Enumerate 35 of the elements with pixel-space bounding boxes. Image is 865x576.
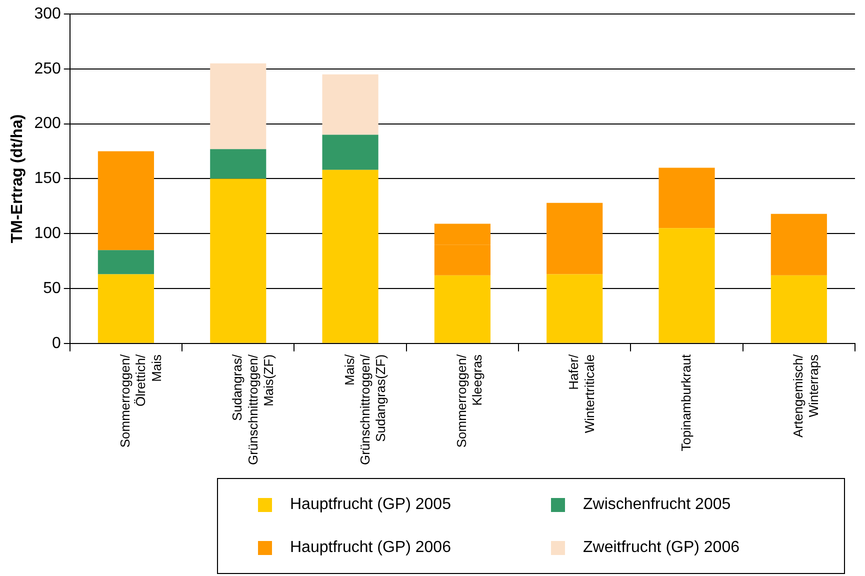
bar bbox=[322, 74, 378, 135]
x-tick-label: Topinamburkraut bbox=[678, 354, 694, 452]
legend-label: Zwischenfrucht 2005 bbox=[583, 496, 731, 514]
bar bbox=[658, 228, 715, 343]
x-tick-label: Mais/ Grünschnittroggen/ Sudangras(ZF) bbox=[342, 354, 388, 466]
legend-label: Hauptfrucht (GP) 2005 bbox=[290, 496, 451, 514]
y-tick-label: 150 bbox=[34, 170, 61, 188]
y-tick-label: 100 bbox=[34, 225, 61, 242]
y-tick-label: 0 bbox=[52, 334, 61, 352]
legend-label: Zweitfrucht (GP) 2006 bbox=[583, 538, 740, 556]
x-tick-label: Sommerroggen/ Kleegras bbox=[454, 354, 485, 448]
bar bbox=[546, 202, 603, 274]
bar bbox=[546, 274, 603, 343]
bar bbox=[658, 168, 715, 228]
bar bbox=[434, 275, 490, 343]
y-tick-label: 200 bbox=[34, 115, 61, 132]
bar bbox=[98, 151, 154, 250]
x-tick-label: Sommerroggen/ Ölrettich/ Mais bbox=[118, 354, 164, 448]
bar bbox=[210, 63, 266, 150]
y-tick-label: 250 bbox=[34, 60, 61, 78]
y-tick-label: 300 bbox=[34, 5, 61, 22]
x-tick-label: Sudangras/ Grünschnittroggen/ Mais(ZF) bbox=[230, 354, 276, 466]
x-tick-label: Artengemisch/ Winterraps bbox=[790, 354, 822, 438]
bar bbox=[322, 170, 378, 343]
y-tick-label: 50 bbox=[43, 280, 61, 297]
bar bbox=[98, 250, 154, 274]
y-axis-title: TM-Ertrag (dt/ha) bbox=[9, 114, 26, 244]
bar bbox=[770, 275, 827, 343]
bar bbox=[210, 149, 266, 179]
bar bbox=[770, 214, 827, 276]
bar bbox=[210, 178, 266, 343]
legend-label: Hauptfrucht (GP) 2006 bbox=[290, 538, 451, 556]
x-tick-label: Hafer/ Wintertriticale bbox=[566, 354, 597, 434]
bar bbox=[98, 274, 154, 343]
bar bbox=[322, 134, 378, 170]
